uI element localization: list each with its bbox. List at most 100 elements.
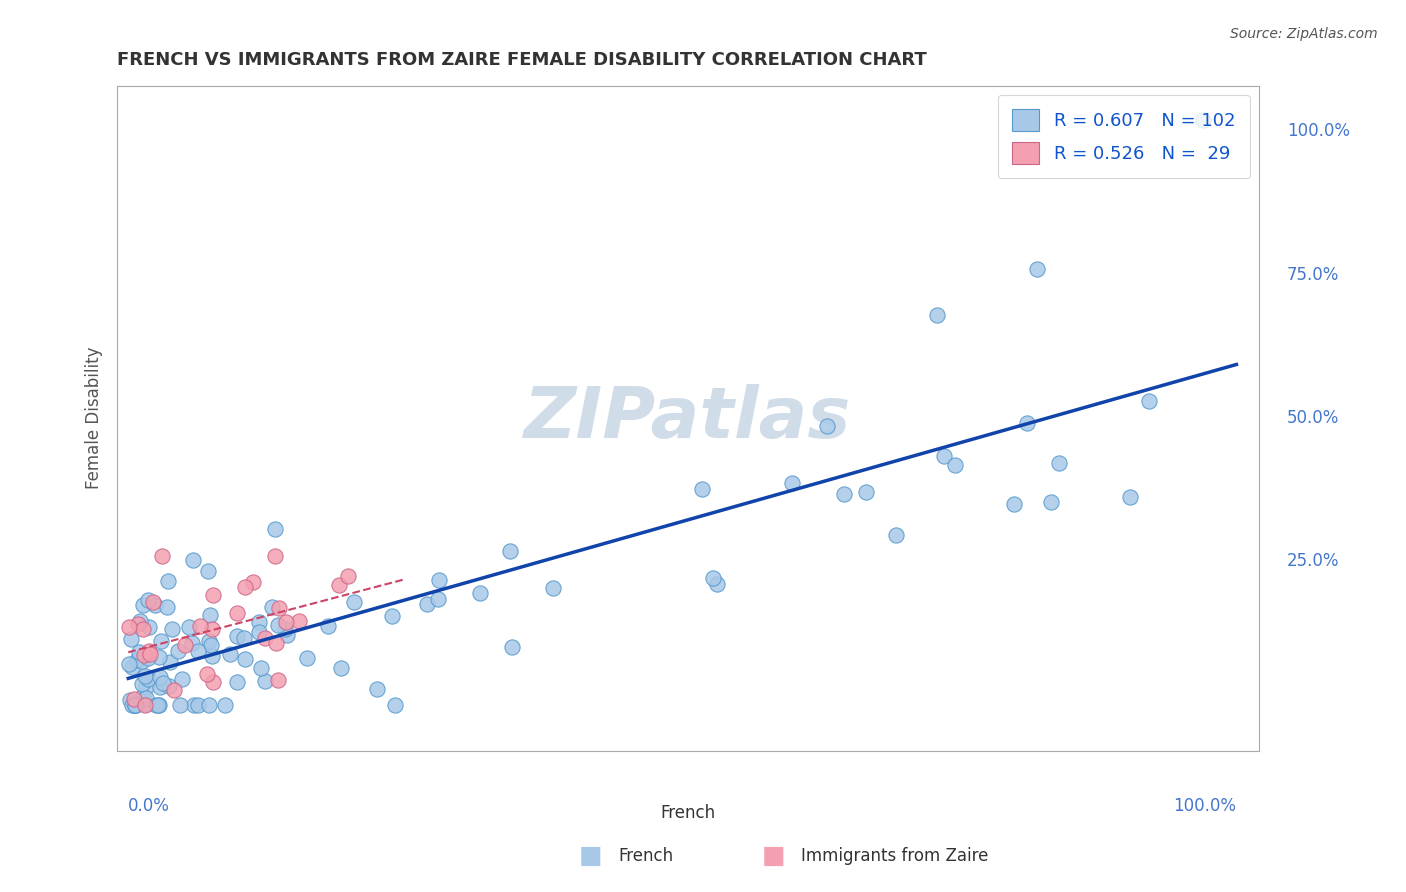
Point — [149, 670, 172, 684]
Point — [233, 652, 256, 666]
Point — [1137, 393, 1160, 408]
Point — [122, 692, 145, 706]
Point — [267, 600, 290, 615]
Point — [132, 622, 155, 636]
Point — [122, 698, 145, 712]
Point — [943, 458, 966, 472]
Point — [426, 592, 449, 607]
Point — [120, 693, 142, 707]
Point — [543, 581, 565, 595]
Point — [143, 599, 166, 613]
Text: Source: ZipAtlas.com: Source: ZipAtlas.com — [1230, 27, 1378, 41]
Point — [124, 698, 146, 712]
Text: 100.0%: 100.0% — [1286, 122, 1350, 140]
Point — [1015, 416, 1038, 430]
Point — [146, 698, 169, 712]
Point — [145, 698, 167, 712]
Point — [470, 586, 492, 600]
Point — [253, 674, 276, 689]
Point — [366, 682, 388, 697]
Point — [381, 608, 404, 623]
Point — [219, 647, 242, 661]
Point — [135, 690, 157, 705]
Point — [264, 549, 287, 563]
Point — [384, 698, 406, 712]
Point — [198, 698, 221, 712]
Point — [316, 619, 339, 633]
Point — [263, 522, 285, 536]
Point — [134, 698, 156, 712]
Point — [226, 628, 249, 642]
Text: ZIPatlas: ZIPatlas — [524, 384, 852, 452]
Point — [226, 674, 249, 689]
Point — [195, 666, 218, 681]
Point — [150, 549, 173, 563]
Point — [138, 644, 160, 658]
Point — [148, 649, 170, 664]
Text: French: French — [619, 847, 673, 865]
Point — [330, 661, 353, 675]
Point — [136, 593, 159, 607]
Point — [267, 673, 290, 687]
Point — [502, 640, 524, 654]
Point — [782, 476, 804, 491]
Point — [267, 618, 290, 632]
Point — [832, 487, 855, 501]
Point — [815, 419, 838, 434]
Point — [183, 553, 205, 567]
Point — [118, 620, 141, 634]
Point — [135, 680, 157, 694]
Text: 50.0%: 50.0% — [1286, 409, 1340, 427]
Text: ■: ■ — [579, 845, 602, 868]
Point — [201, 649, 224, 664]
Point — [183, 698, 205, 712]
Point — [149, 680, 172, 694]
Point — [927, 308, 949, 322]
Point — [260, 599, 283, 614]
Point — [249, 661, 271, 675]
Point — [156, 574, 179, 589]
Point — [160, 622, 183, 636]
Point — [249, 615, 271, 629]
Point — [139, 647, 162, 661]
Point — [156, 599, 179, 614]
Point — [201, 622, 224, 636]
Point — [172, 672, 194, 686]
Point — [134, 668, 156, 682]
Point — [690, 483, 713, 497]
Point — [214, 698, 236, 712]
Point — [226, 606, 249, 620]
Point — [187, 698, 209, 712]
Point — [328, 577, 350, 591]
Point — [121, 660, 143, 674]
Point — [197, 564, 219, 578]
Point — [198, 608, 221, 623]
Point — [253, 631, 276, 645]
Point — [274, 615, 297, 629]
Point — [201, 674, 224, 689]
Point — [135, 697, 157, 711]
Point — [169, 698, 191, 712]
Y-axis label: Female Disability: Female Disability — [86, 347, 103, 490]
Point — [181, 635, 204, 649]
Point — [200, 638, 222, 652]
Point — [706, 576, 728, 591]
Text: ■: ■ — [762, 845, 785, 868]
Text: 25.0%: 25.0% — [1286, 552, 1340, 570]
Point — [1047, 456, 1070, 470]
Point — [343, 595, 366, 609]
Point — [131, 676, 153, 690]
Point — [163, 682, 186, 697]
Point — [127, 653, 149, 667]
Text: FRENCH VS IMMIGRANTS FROM ZAIRE FEMALE DISABILITY CORRELATION CHART: FRENCH VS IMMIGRANTS FROM ZAIRE FEMALE D… — [117, 51, 927, 69]
Point — [132, 648, 155, 662]
Point — [233, 580, 256, 594]
Point — [247, 625, 270, 640]
Point — [121, 698, 143, 712]
Point — [884, 527, 907, 541]
Text: 75.0%: 75.0% — [1286, 266, 1340, 284]
Point — [136, 650, 159, 665]
Point — [499, 544, 522, 558]
Text: 100.0%: 100.0% — [1174, 797, 1236, 815]
Point — [427, 573, 450, 587]
